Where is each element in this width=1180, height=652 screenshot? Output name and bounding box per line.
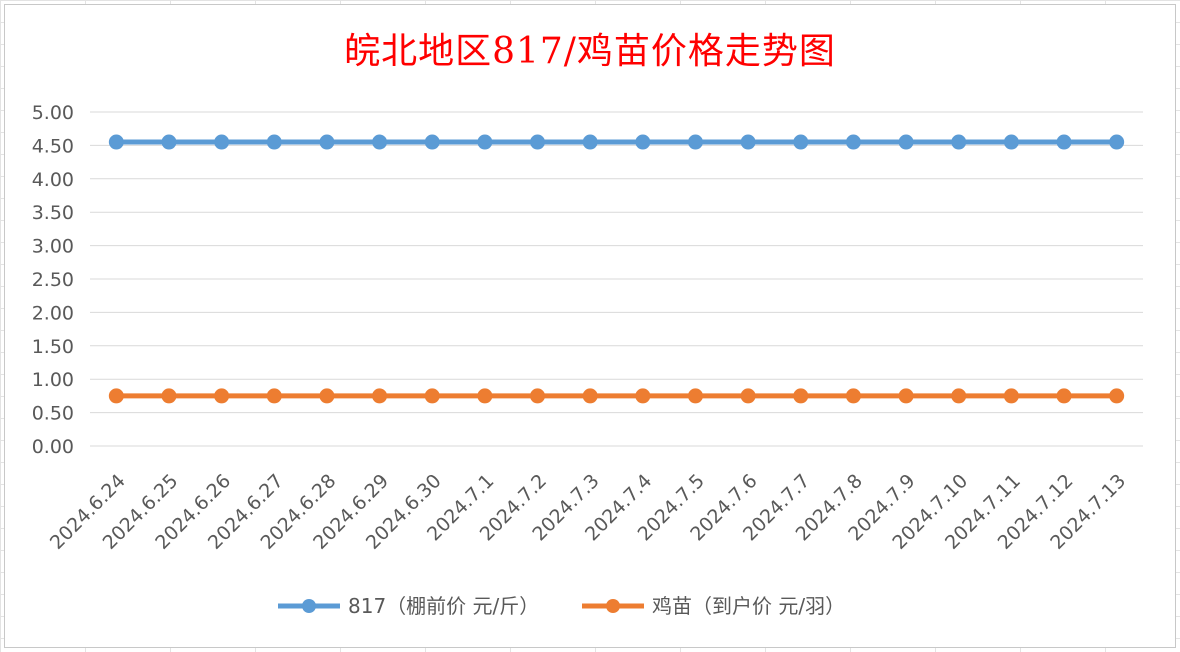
series-1-point[interactable] (687, 134, 703, 150)
y-tick-label: 3.00 (32, 236, 74, 258)
y-tick-label: 4.50 (32, 135, 74, 157)
y-axis-ticks: 0.00 0.50 1.00 1.50 2.00 2.50 3.00 3.50 4.00 4.50… (32, 102, 74, 458)
series-1-point[interactable] (793, 134, 809, 150)
chart-title: 皖北地区817/鸡苗价格走势图 (344, 31, 836, 72)
series-1-point[interactable] (266, 134, 282, 150)
series-2-point[interactable] (1109, 388, 1125, 404)
series-1-point[interactable] (898, 134, 914, 150)
legend-label-1: 817（棚前价 元/斤） (348, 594, 539, 618)
series-2-point[interactable] (266, 388, 282, 404)
series-1-point[interactable] (108, 134, 124, 150)
series-2-point[interactable] (214, 388, 230, 404)
gridlines (90, 111, 1143, 447)
y-tick-label: 5.00 (32, 102, 74, 124)
legend-label-2: 鸡苗（到户价 元/羽） (652, 594, 845, 618)
series-2-point[interactable] (951, 388, 967, 404)
series-1-point[interactable] (319, 134, 335, 150)
series-2-point[interactable] (687, 388, 703, 404)
y-tick-label: 0.50 (32, 403, 74, 425)
x-axis-ticks: 2024.6.242024.6.252024.6.262024.6.272024… (46, 470, 1130, 554)
series-1-point[interactable] (1003, 134, 1019, 150)
series-2-point[interactable] (319, 388, 335, 404)
legend: 817（棚前价 元/斤） 鸡苗（到户价 元/羽） (278, 594, 845, 618)
y-tick-label: 2.50 (32, 269, 74, 291)
series-1-point[interactable] (372, 134, 388, 150)
series-1-point[interactable] (582, 134, 598, 150)
series-2-point[interactable] (1056, 388, 1072, 404)
series-group (108, 134, 1125, 404)
series-1-point[interactable] (161, 134, 177, 150)
y-tick-label: 2.00 (32, 302, 74, 324)
y-tick-label: 4.00 (32, 169, 74, 191)
series-1-point[interactable] (1056, 134, 1072, 150)
series-1-point[interactable] (424, 134, 440, 150)
series-2-point[interactable] (477, 388, 493, 404)
chart-area[interactable] (4, 4, 1176, 648)
y-tick-label: 3.50 (32, 202, 74, 224)
series-2-point[interactable] (161, 388, 177, 404)
series-2-point[interactable] (582, 388, 598, 404)
series-1-point[interactable] (477, 134, 493, 150)
series-2-point[interactable] (1003, 388, 1019, 404)
series-2-point[interactable] (108, 388, 124, 404)
series-2-point[interactable] (793, 388, 809, 404)
series-2-point[interactable] (372, 388, 388, 404)
y-tick-label: 1.00 (32, 369, 74, 391)
legend-marker-1 (302, 599, 316, 613)
series-2-point[interactable] (898, 388, 914, 404)
series-2-point[interactable] (740, 388, 756, 404)
series-1-point[interactable] (214, 134, 230, 150)
series-2-point[interactable] (530, 388, 546, 404)
series-2-point[interactable] (424, 388, 440, 404)
series-1-point[interactable] (635, 134, 651, 150)
series-2-point[interactable] (845, 388, 861, 404)
series-2-point[interactable] (635, 388, 651, 404)
series-1-point[interactable] (740, 134, 756, 150)
y-tick-label: 0.00 (32, 436, 74, 458)
series-1-point[interactable] (951, 134, 967, 150)
series-1-point[interactable] (845, 134, 861, 150)
y-tick-label: 1.50 (32, 336, 74, 358)
series-1-point[interactable] (1109, 134, 1125, 150)
series-1-point[interactable] (530, 134, 546, 150)
legend-marker-2 (606, 599, 620, 613)
